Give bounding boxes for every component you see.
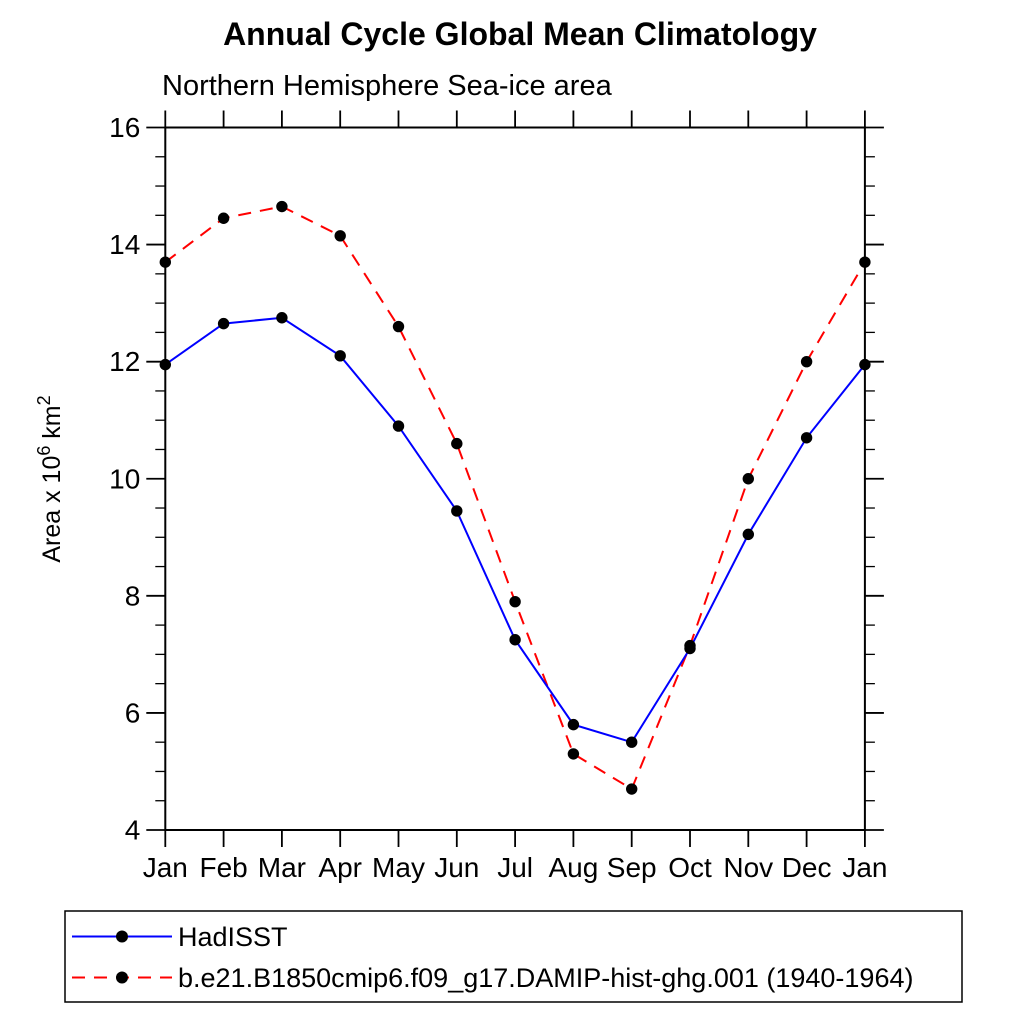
y-axis-title: Area x 106 km2 [34,395,66,562]
y-axis-title-text: Area x 106 km2 [34,395,66,562]
y-tick-label: 12 [109,346,140,377]
data-point-marker [626,783,638,795]
x-tick-label: Dec [782,852,832,883]
legend-label: b.e21.B1850cmip6.f09_g17.DAMIP-hist-ghg.… [178,963,913,993]
series-markers-b-e21-b1850cmip6-f09-g17 [159,200,871,795]
x-tick-label: Jan [842,852,887,883]
data-point-marker [217,317,230,330]
legend-item: b.e21.B1850cmip6.f09_g17.DAMIP-hist-ghg.… [72,963,913,993]
x-tick-label: Jan [143,852,188,883]
y-tick-label: 4 [125,815,141,846]
data-point-marker [451,437,463,450]
legend: HadISST b.e21.B1850cmip6.f09_g17.DAMIP-hi… [64,910,963,1003]
x-tick-label: Aug [548,852,598,883]
series-markers-hadisst [159,312,871,748]
plot-frame [164,126,866,831]
data-point-marker [626,736,638,748]
x-tick-label: Jul [497,852,533,883]
y-tick-label: 14 [109,229,140,260]
x-tick-label: Nov [723,852,773,883]
series-line [164,316,866,744]
y-tick-label: 16 [109,112,140,143]
x-tick-label: May [372,852,425,883]
plot-border [164,126,866,831]
y-tick-label: 6 [125,697,141,728]
data-point-marker [276,312,288,324]
data-point-marker [276,200,288,213]
chart-subtitle: Northern Hemisphere Sea-ice area [162,70,612,102]
data-point-marker [859,358,871,371]
data-point-marker [684,642,696,655]
data-point-marker [567,718,580,731]
x-tick-label: Mar [258,852,306,883]
data-point-marker [217,212,230,224]
data-point-marker [392,320,405,333]
data-point-marker [159,256,171,268]
data-point-marker [334,230,346,242]
data-point-marker [800,432,813,444]
data-point-marker [451,505,463,517]
data-point-marker [742,528,754,541]
series-hadisst [164,316,866,744]
legend-marker-dot [116,971,128,984]
data-point-marker [509,595,521,608]
legend-box [64,910,963,1003]
x-axis: Jan Feb Mar Apr May Jun Jul Aug Sep Oct Nov Dec Jan [143,110,887,883]
series-line [164,205,866,791]
legend-item: HadISST [72,922,288,952]
data-point-marker [159,358,171,371]
data-point-marker [334,350,346,362]
y-tick-label: 10 [109,463,140,494]
x-tick-label: Sep [607,852,657,883]
series-b-e21-b1850cmip6-f09-g17 [164,205,866,791]
x-tick-label: Oct [668,852,712,883]
x-tick-label: Feb [199,852,247,883]
x-tick-label: Apr [318,852,362,883]
x-tick-label: Jun [434,852,479,883]
data-point-marker [392,420,405,432]
legend-marker-dot [116,930,128,943]
y-tick-label: 8 [125,580,141,611]
legend-label: HadISST [178,922,288,952]
data-point-marker [567,748,580,760]
chart-title: Annual Cycle Global Mean Climatology [223,16,817,52]
data-point-marker [509,634,521,646]
data-point-marker [742,473,754,485]
data-point-marker [800,355,813,368]
data-point-marker [859,256,871,268]
